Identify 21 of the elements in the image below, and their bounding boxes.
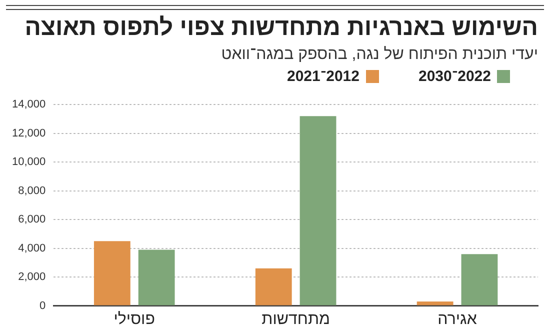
y-tick-label: 8,000: [18, 184, 46, 197]
chart-subtitle: יעדי תוכנית הפיתוח של נגה, בהספק במגה־וואט: [221, 46, 538, 64]
bar: [300, 116, 336, 306]
x-tick-label: פוסילי: [114, 310, 155, 328]
y-tick-label: 2,000: [18, 271, 46, 284]
y-tick-label: 6,000: [18, 214, 46, 226]
x-tick-label: מתחדשות: [262, 310, 330, 328]
y-tick-label: 4,000: [18, 242, 46, 254]
bar: [255, 268, 292, 306]
x-tick-label: אגירה: [438, 310, 477, 328]
y-tick-label: 0: [40, 300, 46, 312]
y-tick-label: 10,000: [12, 156, 46, 168]
bar: [461, 254, 498, 306]
bar: [138, 250, 175, 306]
y-tick-label: 14,000: [12, 98, 46, 111]
chart-title: השימוש באנרגיות מתחדשות צפוי לתפוס תאוצה: [24, 14, 538, 42]
bar: [94, 241, 130, 306]
legend-label: 2012־2021: [287, 68, 360, 85]
bar: [416, 301, 454, 306]
legend-label: 2022־2030: [418, 68, 491, 85]
y-tick-label: 12,000: [12, 127, 46, 140]
